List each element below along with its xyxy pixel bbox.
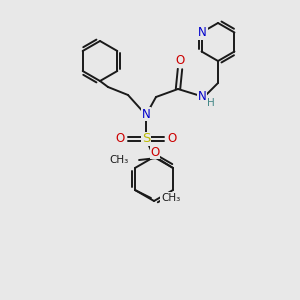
Text: O: O — [116, 133, 124, 146]
Text: CH₃: CH₃ — [161, 193, 180, 203]
Text: N: N — [142, 107, 150, 121]
Text: O: O — [176, 55, 184, 68]
Text: S: S — [142, 133, 150, 146]
Text: N: N — [198, 89, 206, 103]
Text: CH₃: CH₃ — [110, 155, 129, 165]
Text: H: H — [207, 98, 215, 108]
Text: N: N — [198, 26, 207, 39]
Text: O: O — [167, 133, 177, 146]
Text: O: O — [150, 146, 160, 158]
